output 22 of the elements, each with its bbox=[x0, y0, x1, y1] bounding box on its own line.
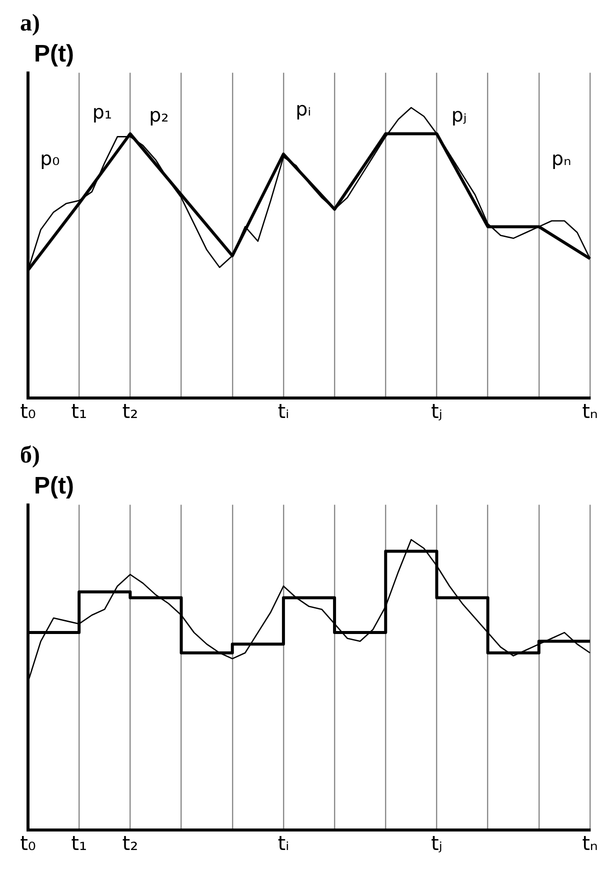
x-tick-label: tᵢ bbox=[278, 831, 290, 856]
x-tick-label: tₙ bbox=[582, 399, 598, 424]
annotation: p₂ bbox=[149, 104, 169, 126]
annotation: p₁ bbox=[92, 101, 112, 124]
y-axis-title: P(t) bbox=[34, 472, 74, 500]
x-tick-label: tₙ bbox=[582, 831, 598, 856]
x-tick-label: tᵢ bbox=[278, 399, 290, 424]
annotation: pₙ bbox=[552, 148, 572, 170]
x-tick-label: t₀ bbox=[20, 831, 36, 856]
y-axis-title: P(t) bbox=[34, 40, 74, 68]
annotation: p₀ bbox=[40, 148, 60, 170]
chart-title: б) bbox=[20, 442, 40, 469]
x-tick-label: t₂ bbox=[122, 831, 138, 856]
x-tick-label: t₀ bbox=[20, 399, 36, 424]
chart-title: а) bbox=[20, 10, 40, 37]
annotation: pᵢ bbox=[296, 98, 312, 120]
x-tick-label: tⱼ bbox=[431, 831, 442, 856]
x-tick-label: tⱼ bbox=[431, 399, 442, 424]
x-tick-label: t₁ bbox=[71, 831, 88, 856]
x-tick-label: t₁ bbox=[71, 399, 88, 424]
x-tick-label: t₂ bbox=[122, 399, 138, 424]
annotation: pⱼ bbox=[451, 104, 467, 126]
